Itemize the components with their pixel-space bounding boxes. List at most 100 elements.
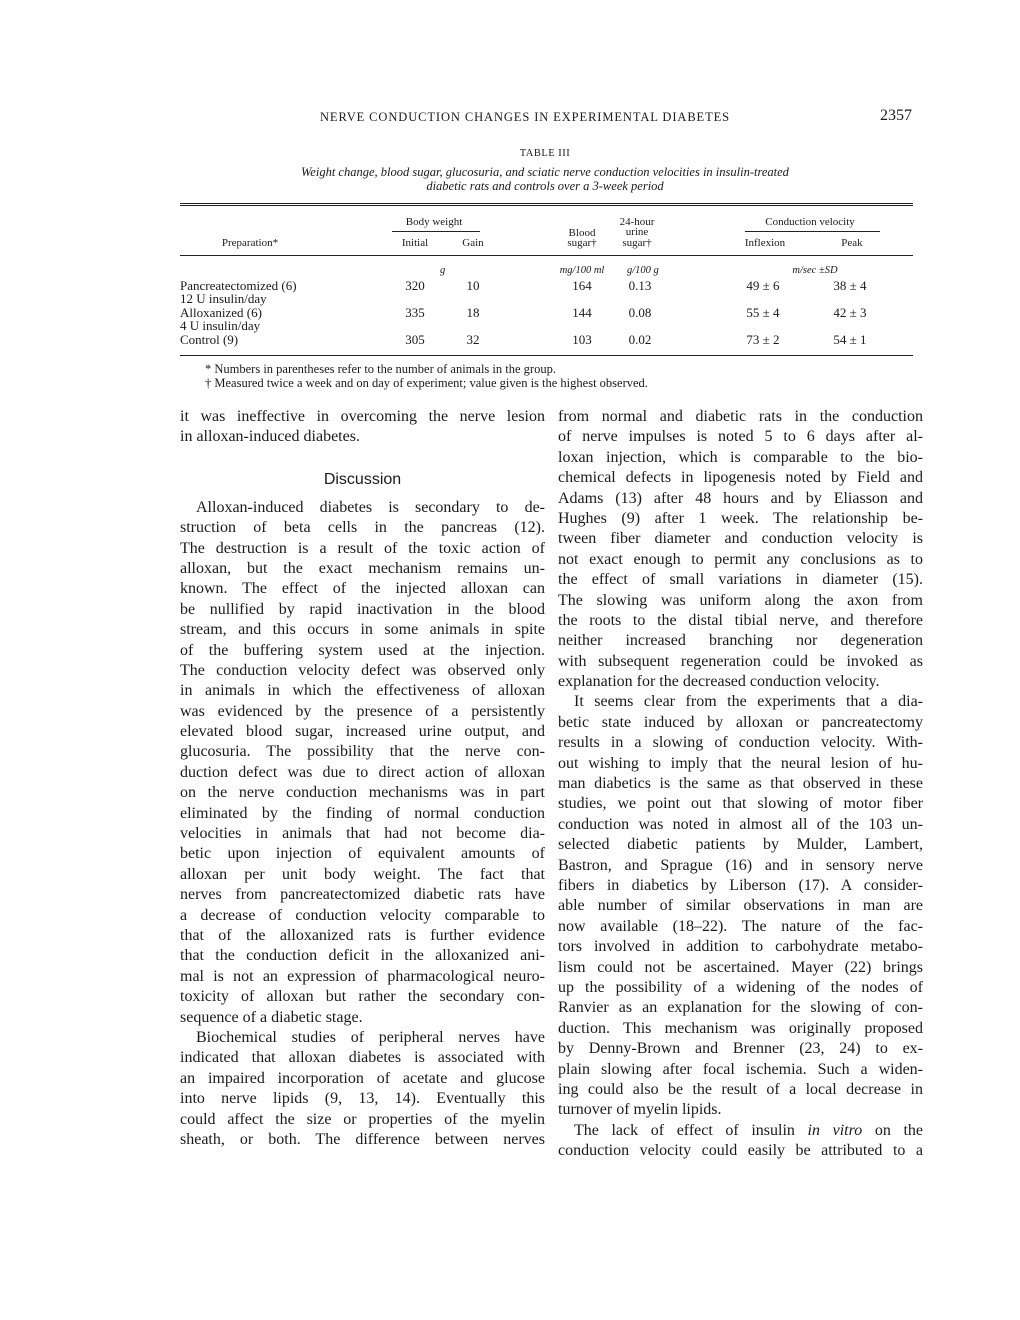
text-segment: The lack of effect of insulin — [574, 1121, 808, 1139]
header-body-weight: Body weight — [405, 216, 463, 228]
text-line: ing could also be the result of a local … — [558, 1080, 923, 1098]
text-line: betic state induced by alloxan or pancre… — [558, 713, 923, 731]
table-bottom-rule — [180, 355, 913, 356]
cell-inflexion: 49 ± 6 — [746, 278, 780, 293]
header-initial: Initial — [401, 237, 429, 249]
text-line: known. The effect of the injected alloxa… — [180, 580, 545, 598]
row-note: 4 U insulin/day — [180, 318, 261, 333]
text-line: it was ineffective in overcoming the ner… — [180, 408, 545, 425]
text-line: able number of similar observations in m… — [558, 897, 923, 915]
text-line: of the buffering system used at the inje… — [180, 641, 545, 659]
cell-peak: 38 ± 4 — [833, 278, 867, 293]
text-line: velocities in animals that had not becom… — [180, 825, 545, 843]
text-line: mal is not an expression of pharmacologi… — [180, 967, 545, 985]
cell-peak: 42 ± 3 — [833, 305, 867, 320]
header-blood-sugar: sugar† — [567, 237, 597, 249]
text-line: turnover of myelin lipids. — [558, 1101, 722, 1119]
text-line: toxicity of alloxan but rather the secon… — [180, 988, 545, 1006]
header-urine-sugar: sugar† — [622, 237, 652, 249]
cell-initial: 305 — [405, 332, 425, 347]
text-line: Bastron, and Sprague (16) and in sensory… — [558, 856, 923, 874]
text-line: a decrease of conduction velocity compar… — [180, 906, 545, 924]
text-line: conduction was noted in almost all of th… — [558, 815, 923, 833]
cell-blood-sugar: 144 — [572, 305, 592, 320]
running-head: NERVE CONDUCTION CHANGES IN EXPERIMENTAL… — [320, 110, 731, 124]
text-line: results in a slowing of conduction veloc… — [558, 734, 923, 752]
text-line: out wishing to imply that the neural les… — [558, 754, 923, 772]
text-line: that of the alloxanized rats is further … — [180, 926, 545, 944]
left-text-column: it was ineffective in overcoming the ner… — [180, 407, 545, 1150]
header-inflexion: Inflexion — [744, 237, 786, 249]
text-line: of nerve impulses is noted 5 to 6 days a… — [558, 428, 923, 446]
unit-blood-sugar: mg/100 ml — [559, 265, 605, 276]
header-urine-sugar: urine — [625, 226, 649, 238]
header-conduction-velocity: Conduction velocity — [765, 216, 855, 228]
row-preparation: Control (9) — [180, 332, 239, 347]
cell-gain: 10 — [466, 278, 480, 293]
text-line: Hughes (9) after 1 week. The relationshi… — [558, 509, 923, 527]
row-preparation: Pancreatectomized (6) — [180, 278, 297, 293]
text-line: lism could not be ascertained. Mayer (22… — [558, 958, 923, 976]
text-line: alloxan per unit body weight. The fact t… — [180, 865, 545, 883]
table-top-rule — [180, 203, 913, 206]
text-line: nerves from pancreatectomized diabetic r… — [180, 886, 545, 904]
text-line: in alloxan-induced diabetes. — [180, 428, 360, 446]
text-line: the effect of small variations in diamet… — [558, 571, 923, 589]
cell-gain: 18 — [466, 305, 480, 320]
row-preparation: Alloxanized (6) — [180, 305, 262, 320]
table-label: TABLE III — [519, 148, 571, 159]
cell-urine-sugar: 0.08 — [628, 305, 652, 320]
text-line: on the nerve conduction mechanisms was i… — [180, 784, 545, 802]
text-line: elevated blood sugar, increased urine ou… — [180, 723, 545, 741]
header-blood-sugar: Blood — [568, 227, 596, 239]
text-line: that the conduction deficit in the allox… — [180, 947, 545, 965]
text-line: up the possibility of a widening of the … — [558, 978, 923, 996]
text-line: Ranvier as an explanation for the slowin… — [558, 999, 923, 1017]
unit-urine: g/100 g — [627, 265, 659, 276]
table-footnote: * Numbers in parentheses refer to the nu… — [205, 362, 556, 376]
table-caption-line: diabetic rats and controls over a 3-week… — [426, 179, 664, 193]
text-line: fibers in diabetics by Liberson (17). A … — [558, 876, 923, 894]
text-line: conduction velocity could easily be attr… — [558, 1142, 923, 1160]
section-heading: Discussion — [323, 470, 402, 488]
text-line: It seems clear from the experiments that… — [574, 693, 923, 711]
text-line: The lack of effect of insulin in vitro o… — [558, 1121, 923, 1141]
text-line: in animals in which the effectiveness of… — [180, 682, 545, 700]
text-line: The conduction velocity defect was obser… — [180, 661, 545, 679]
text-line: not exact enough to permit any conclusio… — [558, 550, 923, 568]
cell-urine-sugar: 0.02 — [628, 332, 652, 347]
text-line: stream, and this occurs in some animals … — [180, 621, 545, 639]
cell-blood-sugar: 164 — [572, 278, 592, 293]
text-line: Biochemical studies of peripheral nerves… — [196, 1028, 545, 1046]
cell-initial: 320 — [405, 278, 425, 293]
header-peak: Peak — [841, 237, 863, 249]
text-line: eliminated by the finding of normal cond… — [180, 804, 545, 822]
header-gain: Gain — [462, 237, 484, 249]
unit-velocity: m/sec ±SD — [792, 265, 838, 276]
right-text-column: from normal and diabetic rats in the con… — [558, 407, 923, 1161]
text-line: from normal and diabetic rats in the con… — [558, 408, 923, 425]
text-line: explanation for the decreased conduction… — [558, 673, 880, 691]
text-line: could affect the size or properties of t… — [180, 1110, 545, 1128]
text-line: studies, we point out that slowing of mo… — [558, 795, 923, 813]
table-caption-line: Weight change, blood sugar, glucosuria, … — [301, 165, 789, 179]
table-footnote: † Measured twice a week and on day of ex… — [205, 376, 648, 390]
cell-initial: 335 — [405, 305, 425, 320]
page-number: 2357 — [880, 107, 912, 124]
text-line: by Denny-Brown and Brenner (23, 24) to e… — [558, 1040, 923, 1058]
text-line: man diabetics is the same as that observ… — [558, 775, 923, 793]
header-urine-sugar: 24-hour — [619, 216, 655, 228]
text-line: tween fiber diameter and conduction velo… — [558, 530, 923, 548]
unit-weight: g — [440, 265, 446, 276]
text-line: The destruction is a result of the toxic… — [180, 539, 545, 557]
body-weight-rule — [392, 231, 480, 232]
text-line: loxan injection, which is comparable to … — [558, 448, 923, 466]
text-line: an impaired incorporation of acetate and… — [180, 1069, 545, 1087]
text-line: was evidenced by the presence of a persi… — [180, 702, 545, 720]
text-line: duction. This mechanism was originally p… — [558, 1019, 923, 1037]
row-note: 12 U insulin/day — [180, 291, 267, 306]
text-line: alloxan, but the exact mechanism remains… — [180, 559, 545, 577]
text-line: now available (18–22). The nature of the… — [558, 917, 923, 935]
text-line: the roots to the distal tibial nerve, an… — [558, 611, 923, 629]
